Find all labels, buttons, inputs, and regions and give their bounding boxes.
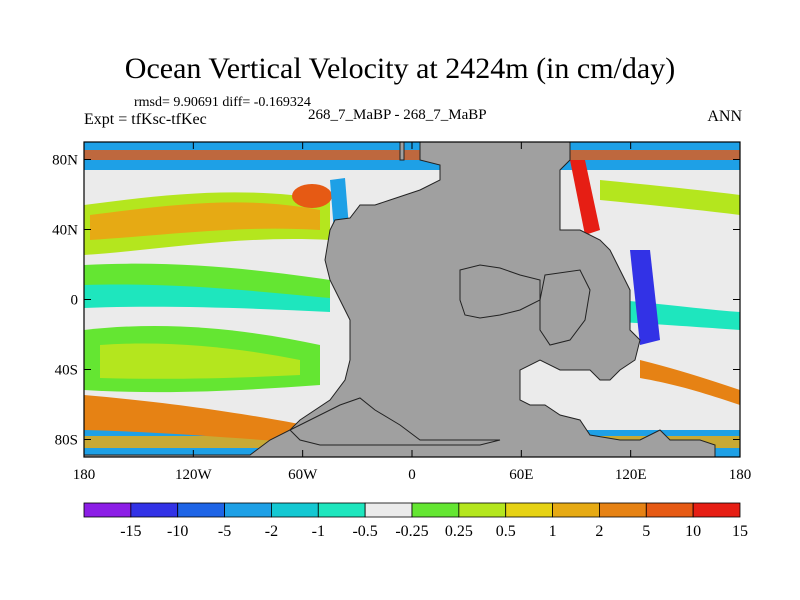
colorbar-swatch: [130, 502, 179, 518]
colorbar-swatch: [317, 502, 366, 518]
colorbar-label: -0.25: [395, 523, 428, 540]
colorbar-label: -1: [312, 523, 325, 540]
map-axes: 80N 40N 0 40S 80S 180 120W 60W 0 60E 120E 180: [52, 142, 751, 483]
stats-label: rmsd= 9.90691 diff= -0.169324: [134, 95, 311, 110]
colorbar-label: 5: [642, 523, 650, 540]
lon-tick-label: 60W: [288, 467, 318, 483]
colorbar-swatch: [458, 502, 507, 518]
lon-tick-label: 0: [408, 467, 416, 483]
colorbar-label: -10: [167, 523, 188, 540]
colorbar-swatch: [599, 502, 647, 518]
colorbar-swatch: [645, 502, 694, 518]
lat-tick-label: 80S: [55, 433, 78, 449]
colorbar-swatch: [411, 502, 460, 518]
colorbar-swatch: [552, 502, 600, 518]
lat-tick-label: 80N: [52, 153, 78, 169]
lat-tick-label: 40N: [52, 223, 78, 239]
lon-tick-label: 180: [729, 467, 752, 483]
colorbar-swatch: [505, 502, 553, 518]
lat-tick-label: 0: [71, 293, 79, 309]
colorbar-label: 10: [685, 523, 701, 540]
lon-tick-label: 180: [73, 467, 96, 483]
colorbar-swatch: [224, 502, 272, 518]
colorbar-swatch: [177, 502, 225, 518]
page-title: Ocean Vertical Velocity at 2424m (in cm/…: [124, 52, 676, 85]
case-label: 268_7_MaBP - 268_7_MaBP: [308, 107, 487, 123]
season-label: ANN: [707, 108, 742, 125]
colorbar-swatch: [83, 502, 132, 518]
colorbar-swatch: [692, 502, 741, 518]
colorbar-label: -15: [120, 523, 141, 540]
colorbar-label: 1: [549, 523, 557, 540]
colorbar-label: 15: [732, 523, 748, 540]
lat-tick-label: 40S: [55, 363, 78, 379]
colorbar-label: -2: [265, 523, 278, 540]
colorbar: -15 -10 -5 -2 -1 -0.5 -0.25 0.25 0.5 1 2 5 10 15: [83, 502, 748, 540]
colorbar-label: 0.5: [496, 523, 516, 540]
colorbar-label: -0.5: [352, 523, 377, 540]
lon-tick-label: 60E: [509, 467, 533, 483]
colorbar-swatch: [271, 502, 319, 518]
colorbar-label: 2: [595, 523, 603, 540]
lon-tick-label: 120W: [175, 467, 213, 483]
experiment-label: Expt = tfKsc-tfKec: [84, 111, 207, 128]
colorbar-swatch: [364, 502, 413, 518]
colorbar-label: -5: [218, 523, 231, 540]
land-masses: [83, 141, 716, 458]
colorbar-label: 0.25: [445, 523, 473, 540]
lon-tick-label: 120E: [615, 467, 647, 483]
